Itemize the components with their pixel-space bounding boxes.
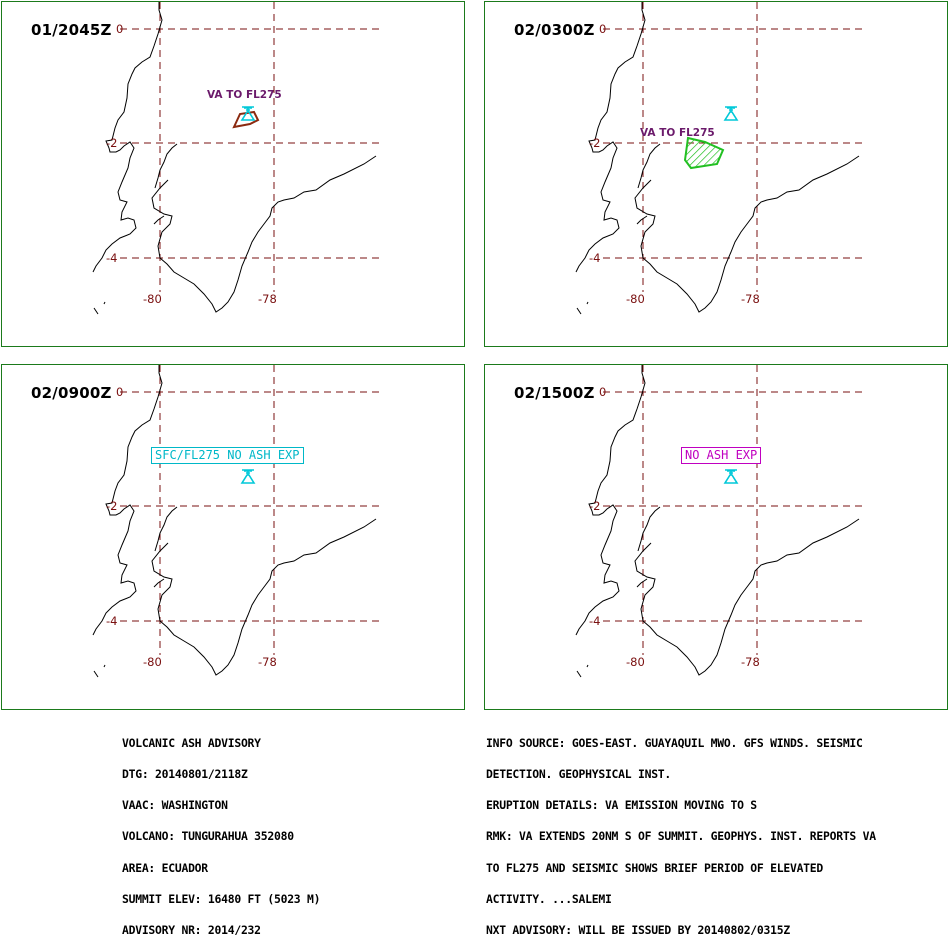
advisory-right: INFO SOURCE: GOES-EAST. GUAYAQUIL MWO. G… <box>486 717 876 946</box>
advisory-line: VAAC: WASHINGTON <box>122 798 228 813</box>
panel-title: 01/2045Z <box>31 21 112 39</box>
lon-tick-80: -80 <box>626 292 645 306</box>
ash-area-observed <box>232 110 260 129</box>
advisory-line: TO FL275 AND SEISMIC SHOWS BRIEF PERIOD … <box>486 860 823 875</box>
panel-title: 02/0900Z <box>31 384 112 402</box>
map-canvas <box>575 365 864 678</box>
advisory-line: DTG: 20140801/2118Z <box>122 767 248 782</box>
lat-tick-4: -4 <box>589 614 601 628</box>
lat-tick-2: -2 <box>106 499 118 513</box>
advisory-line: ERUPTION DETAILS: VA EMISSION MOVING TO … <box>486 798 757 813</box>
map-panel-1: 01/2045Z VA TO FL275 0 -2 -4 -80 -78 <box>1 1 465 347</box>
advisory-line: SUMMIT ELEV: 16480 FT (5023 M) <box>122 891 321 906</box>
map-panel-2: 02/0300Z VA TO FL275 0 -2 -4 -80 -78 <box>484 1 948 347</box>
lat-tick-0: 0 <box>599 385 607 399</box>
lon-tick-78: -78 <box>741 292 760 306</box>
volcano-icon <box>724 469 738 484</box>
lon-tick-78: -78 <box>258 655 277 669</box>
advisory-line: INFO SOURCE: GOES-EAST. GUAYAQUIL MWO. G… <box>486 735 863 750</box>
advisory-line: VOLCANIC ASH ADVISORY <box>122 735 261 750</box>
ash-area-forecast <box>683 136 725 170</box>
lat-tick-4: -4 <box>106 251 118 265</box>
lat-tick-0: 0 <box>599 22 607 36</box>
advisory-line: ADVISORY NR: 2014/232 <box>122 923 261 938</box>
advisory-line: DETECTION. GEOPHYSICAL INST. <box>486 767 672 782</box>
lat-tick-0: 0 <box>116 385 124 399</box>
map-panel-4: 02/1500Z NO ASH EXP 0 -2 -4 -80 -78 <box>484 364 948 710</box>
advisory-line: RMK: VA EXTENDS 20NM S OF SUMMIT. GEOPHY… <box>486 829 876 844</box>
lat-tick-2: -2 <box>106 136 118 150</box>
lat-tick-2: -2 <box>589 499 601 513</box>
advisory-left: VOLCANIC ASH ADVISORY DTG: 20140801/2118… <box>122 717 320 946</box>
lat-tick-0: 0 <box>116 22 124 36</box>
lon-tick-80: -80 <box>143 292 162 306</box>
map-panel-3: 02/0900Z SFC/FL275 NO ASH EXP 0 -2 -4 -8… <box>1 364 465 710</box>
map-canvas <box>92 365 381 678</box>
ash-label: VA TO FL275 <box>640 127 715 139</box>
map-canvas <box>575 2 864 315</box>
no-ash-label: NO ASH EXP <box>681 447 762 464</box>
lon-tick-80: -80 <box>143 655 162 669</box>
lon-tick-80: -80 <box>626 655 645 669</box>
ash-label: VA TO FL275 <box>207 89 282 101</box>
lon-tick-78: -78 <box>258 292 277 306</box>
panel-title: 02/1500Z <box>514 384 595 402</box>
lon-tick-78: -78 <box>741 655 760 669</box>
lat-tick-2: -2 <box>589 136 601 150</box>
volcano-icon <box>724 106 738 121</box>
volcano-icon <box>241 469 255 484</box>
advisory-line: ACTIVITY. ...SALEMI <box>486 891 612 906</box>
no-ash-label: SFC/FL275 NO ASH EXP <box>151 447 304 464</box>
advisory-line: NXT ADVISORY: WILL BE ISSUED BY 20140802… <box>486 923 790 938</box>
map-canvas <box>92 2 381 315</box>
advisory-line: AREA: ECUADOR <box>122 860 208 875</box>
lat-tick-4: -4 <box>106 614 118 628</box>
advisory-line: VOLCANO: TUNGURAHUA 352080 <box>122 829 294 844</box>
lat-tick-4: -4 <box>589 251 601 265</box>
panel-title: 02/0300Z <box>514 21 595 39</box>
